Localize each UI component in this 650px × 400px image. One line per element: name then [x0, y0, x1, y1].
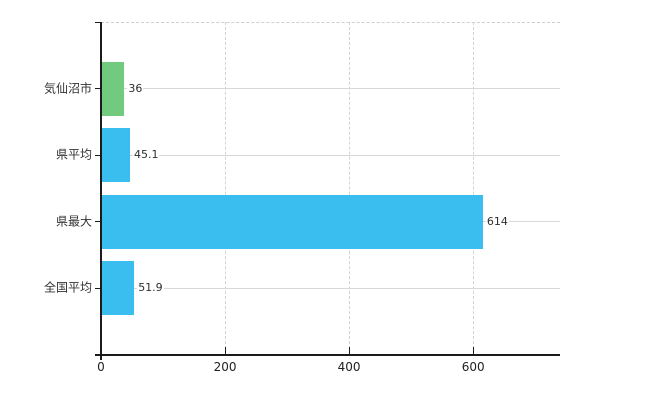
bar-value-label: 45.1	[132, 148, 160, 163]
y-axis-top-tick	[95, 22, 101, 23]
row-gridline	[101, 154, 560, 156]
x-axis-tick	[224, 347, 226, 355]
category-label: 県最大	[55, 214, 92, 229]
category-label: 気仙沼市	[43, 81, 92, 96]
bar-1	[102, 61, 125, 116]
bar-2	[102, 128, 130, 183]
x-gridline	[472, 22, 474, 354]
bar-4	[102, 261, 135, 316]
y-axis-tick	[95, 88, 101, 90]
y-axis-line	[100, 22, 102, 360]
plot-top-border	[101, 22, 560, 23]
bar-value-label: 36	[127, 81, 144, 96]
x-gridline	[348, 22, 350, 354]
x-axis-line	[95, 354, 560, 356]
x-axis-tick	[472, 347, 474, 355]
x-gridline	[224, 22, 226, 354]
y-axis-tick	[95, 221, 101, 223]
bar-value-label: 51.9	[137, 281, 164, 296]
row-gridline	[101, 88, 560, 90]
x-axis-tick	[348, 347, 350, 355]
x-tick-label: 600	[461, 360, 485, 374]
x-tick-label: 400	[337, 360, 361, 374]
x-tick-label: 200	[213, 360, 237, 374]
bar-3	[102, 194, 483, 249]
category-label: 全国平均	[43, 280, 92, 295]
category-label: 県平均	[55, 147, 92, 162]
bar-value-label: 614	[485, 214, 509, 229]
x-tick-label: 0	[97, 360, 105, 374]
y-axis-tick	[95, 287, 101, 289]
row-gridline	[101, 287, 560, 289]
y-axis-tick	[95, 154, 101, 156]
